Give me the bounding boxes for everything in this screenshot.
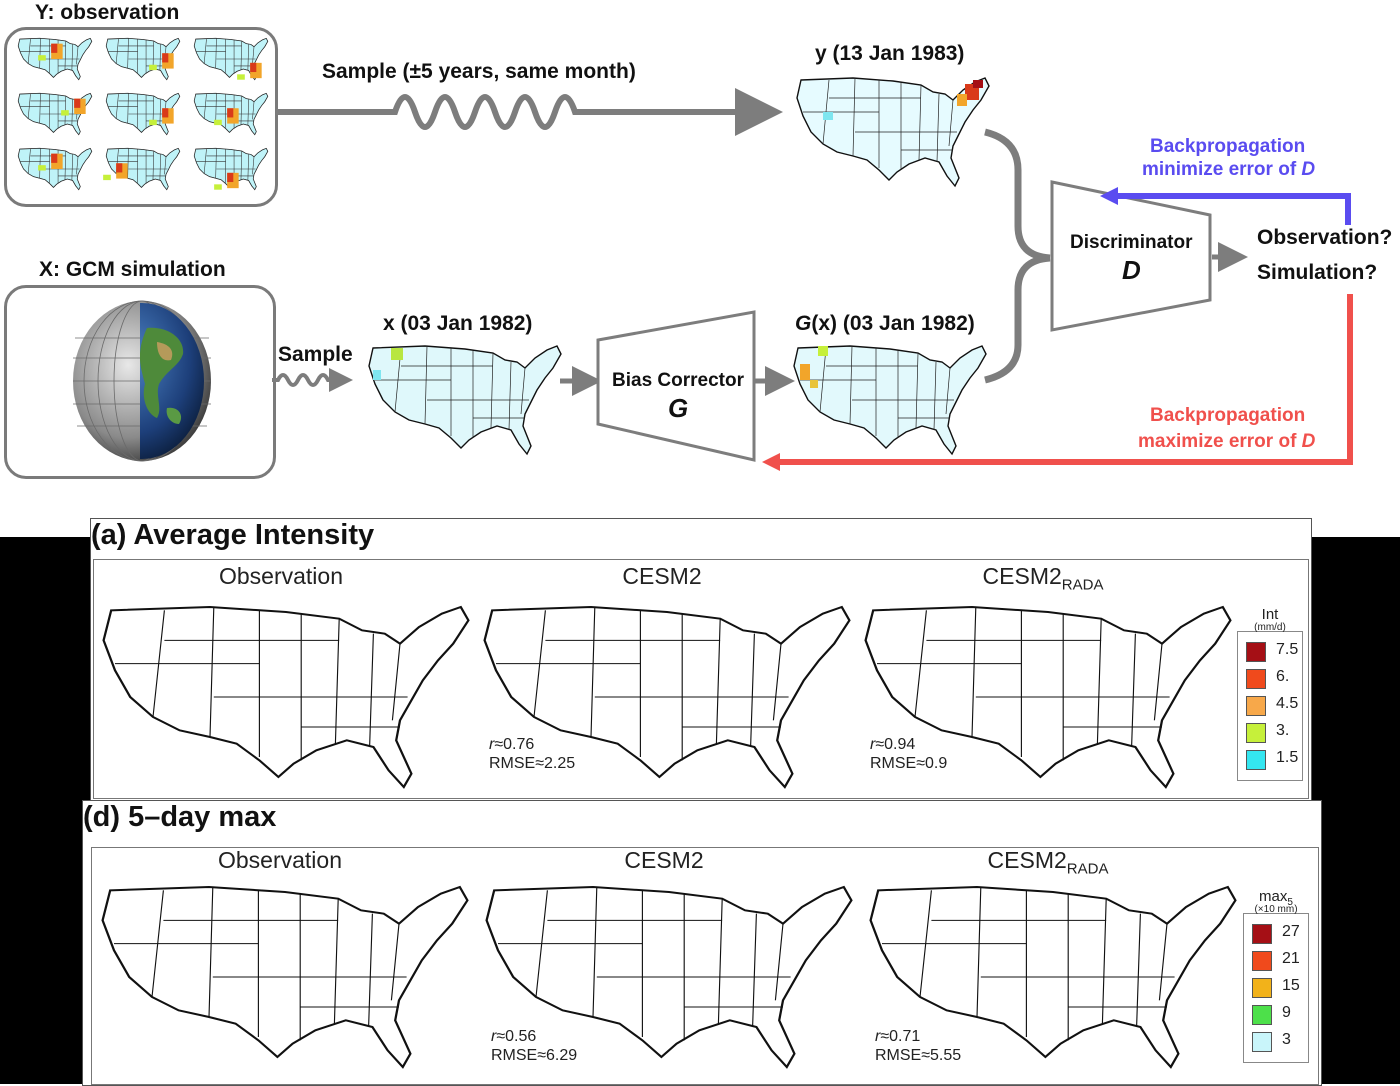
gcm-simulation-box	[4, 285, 276, 479]
observation-mini-map	[103, 146, 185, 192]
observation-mini-map	[189, 146, 273, 192]
backprop-maximize-arrow	[776, 294, 1353, 465]
map-title: CESM2RADA	[982, 563, 1104, 594]
backprop-maximize-line1: Backpropagation	[1150, 405, 1306, 426]
backprop-minimize-arrow	[1112, 193, 1351, 225]
precip-map	[477, 597, 857, 797]
short-sample-wave-arrow	[272, 368, 353, 392]
precip-map	[858, 597, 1238, 797]
observation-mini-map	[13, 91, 97, 137]
backprop-maximize-line2: maximize error of D	[1138, 431, 1316, 452]
sample-short-label: Sample	[278, 343, 353, 366]
black-border-right-d	[1320, 800, 1400, 1084]
map-stats: r≈0.76 RMSE≈2.25	[489, 736, 576, 772]
sample-long-label: Sample (±5 years, same month)	[322, 60, 636, 83]
map-stats: r≈0.71 RMSE≈5.55	[875, 1028, 962, 1064]
observation-mini-map	[189, 91, 273, 137]
map-title: CESM2	[624, 847, 704, 873]
x-map-label: x (03 Jan 1982)	[383, 312, 533, 335]
precip-map	[96, 597, 476, 797]
discriminator-block	[1050, 180, 1212, 332]
globe-grid-icon	[73, 300, 211, 462]
maps-frame	[93, 559, 1309, 799]
color-legend: max5 (×10 mm) 27 21 15 9 3	[1243, 888, 1309, 1063]
color-legend: Int (mm/d) 7.5 6. 4.5 3. 1.5	[1237, 606, 1303, 781]
map-title: CESM2RADA	[987, 847, 1109, 878]
y-sample-map	[793, 72, 993, 192]
bias-corrector-label: Bias Corrector	[612, 370, 744, 391]
map-stats: r≈0.56 RMSE≈6.29	[491, 1028, 578, 1064]
map-title: CESM2	[622, 563, 702, 589]
precip-map	[479, 877, 859, 1077]
output-observation: Observation?	[1257, 226, 1393, 249]
output-simulation: Simulation?	[1257, 261, 1378, 284]
gx-map-label: G(x) (03 Jan 1982)	[795, 312, 975, 335]
discriminator-symbol: D	[1122, 255, 1141, 285]
black-border-left-d	[0, 800, 82, 1084]
observation-box-label: Y: observation	[35, 1, 180, 24]
observation-mini-map	[101, 91, 185, 137]
discriminator-label: Discriminator	[1070, 232, 1193, 253]
map-stats: r≈0.94 RMSE≈0.9	[870, 736, 948, 772]
precip-map	[863, 877, 1243, 1077]
backprop-minimize-line2: minimize error of D	[1142, 159, 1316, 180]
gx-sample-map	[790, 340, 990, 460]
panel-5day-max: (d) 5–day max Observation CESM2 r≈0.56 RMSE≈…	[82, 800, 1322, 1086]
panel-title: (a) Average Intensity	[91, 519, 375, 551]
y-map-label: y (13 Jan 1983)	[815, 42, 965, 65]
observation-mini-map	[189, 36, 273, 82]
map-title: Observation	[218, 563, 344, 589]
map-title: Observation	[217, 847, 343, 873]
sample-wave-arrow	[276, 88, 783, 136]
observation-mini-map	[101, 36, 185, 82]
observation-mini-map	[13, 146, 97, 192]
backprop-minimize-line1: Backpropagation	[1150, 136, 1306, 157]
panel-average-intensity: (a) Average Intensity Observation CESM2 r≈0…	[90, 518, 1312, 802]
black-border-right-a	[1310, 537, 1400, 800]
panel-title: (d) 5–day max	[83, 801, 277, 833]
gcm-box-label: X: GCM simulation	[39, 258, 226, 281]
bias-corrector-symbol: G	[668, 393, 689, 423]
diagram-connectors	[272, 88, 1353, 471]
observation-mini-map	[13, 36, 97, 82]
precip-map	[95, 877, 475, 1077]
x-sample-map	[365, 340, 565, 460]
observation-maps-box	[4, 27, 278, 207]
black-border-left-a	[0, 537, 90, 800]
bias-corrector-block	[596, 310, 756, 462]
